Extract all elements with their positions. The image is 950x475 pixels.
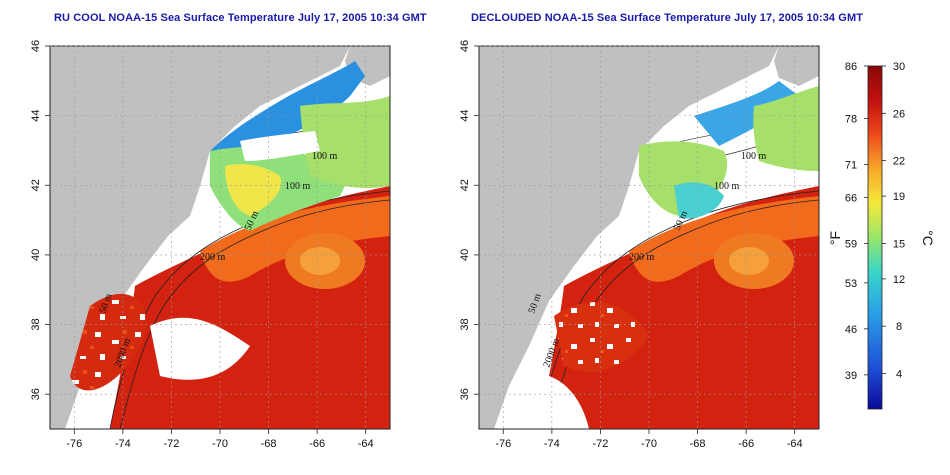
x-tick-label: -64 [787, 438, 803, 450]
y-tick-label: 44 [30, 110, 42, 122]
x-tick-label: -76 [495, 438, 511, 450]
cloud-patch [150, 317, 250, 380]
x-tick-label: -72 [163, 438, 179, 450]
contour-label: 200 m [200, 252, 226, 263]
right-map: 100 m 100 m 50 m 200 m 50 m 2000 m [478, 45, 820, 430]
y-tick-label: 38 [459, 318, 471, 330]
x-tick-label: -66 [738, 438, 754, 450]
y-tick-label: 38 [30, 318, 42, 330]
left-map: 100 m 100 m 50 m 200 m 50 m 2000 m [49, 45, 391, 430]
celsius-tick-label: 4 [896, 369, 902, 381]
x-tick-label: -68 [690, 438, 706, 450]
fahrenheit-tick-label: 59 [845, 238, 857, 250]
x-tick-label: -74 [544, 438, 560, 450]
y-tick-label: 46 [459, 40, 471, 52]
cloud-speckle-area [554, 302, 649, 372]
cold-water-region [694, 81, 799, 146]
warm-shelf-patch [225, 164, 281, 216]
x-tick-label: -74 [115, 438, 131, 450]
y-tick-label: 44 [459, 110, 471, 122]
x-tick-label: -64 [358, 438, 374, 450]
celsius-unit-label: °C [920, 230, 936, 246]
cloud-speckle-area [70, 293, 147, 391]
contour-label: 100 m [285, 181, 311, 192]
x-tick-label: -76 [66, 438, 82, 450]
x-tick-label: -70 [212, 438, 228, 450]
fahrenheit-tick-label: 78 [845, 114, 857, 126]
georges-bank-region [753, 86, 819, 171]
left-map-axes: -76 -74 -72 -70 -68 -66 -64 46 44 42 40 38 36 [30, 40, 390, 450]
cool-patch [674, 182, 724, 219]
celsius-tick-label: 30 [893, 61, 905, 73]
y-tick-label: 36 [30, 388, 42, 400]
fahrenheit-tick-label: 71 [845, 160, 857, 172]
celsius-tick-label: 15 [893, 238, 905, 250]
x-tick-label: -72 [592, 438, 608, 450]
contour-label: 200 m [629, 252, 655, 263]
cloud-band [240, 131, 320, 161]
y-tick-label: 36 [459, 388, 471, 400]
celsius-tick-label: 19 [893, 191, 905, 203]
y-tick-label: 40 [30, 249, 42, 261]
colorbar-gradient [867, 65, 883, 410]
colorbar: 30 26 22 19 15 12 8 4 86 78 71 66 59 53 46 39 °F °C [827, 61, 936, 410]
y-tick-label: 42 [30, 179, 42, 191]
fahrenheit-unit-label: °F [827, 231, 843, 245]
y-tick-label: 40 [459, 249, 471, 261]
right-map-axes: -76 -74 -72 -70 -68 -66 -64 46 44 42 40 38 36 [459, 40, 819, 450]
fahrenheit-tick-label: 66 [845, 192, 857, 204]
fahrenheit-tick-label: 46 [845, 324, 857, 336]
colorbar-ticks: 30 26 22 19 15 12 8 4 86 78 71 66 59 53 46 39 [845, 61, 905, 382]
contour-label: 100 m [714, 181, 740, 192]
x-tick-label: -68 [261, 438, 277, 450]
x-tick-label: -66 [309, 438, 325, 450]
y-tick-label: 42 [459, 179, 471, 191]
y-tick-label: 46 [30, 40, 42, 52]
fahrenheit-tick-label: 39 [845, 370, 857, 382]
celsius-tick-label: 26 [893, 108, 905, 120]
contour-label: 100 m [312, 151, 338, 162]
fahrenheit-tick-label: 86 [845, 61, 857, 73]
georges-bank-region [300, 96, 390, 188]
celsius-tick-label: 22 [893, 156, 905, 168]
contour-label: 100 m [741, 151, 767, 162]
left-map-title: RU COOL NOAA-15 Sea Surface Temperature … [54, 12, 427, 24]
fahrenheit-tick-label: 53 [845, 278, 857, 290]
x-tick-label: -70 [641, 438, 657, 450]
celsius-tick-label: 12 [893, 274, 905, 286]
celsius-tick-label: 8 [896, 321, 902, 333]
cloud-patch [519, 373, 589, 429]
right-map-title: DECLOUDED NOAA-15 Sea Surface Temperatur… [471, 12, 864, 24]
cold-water-region [210, 61, 365, 156]
